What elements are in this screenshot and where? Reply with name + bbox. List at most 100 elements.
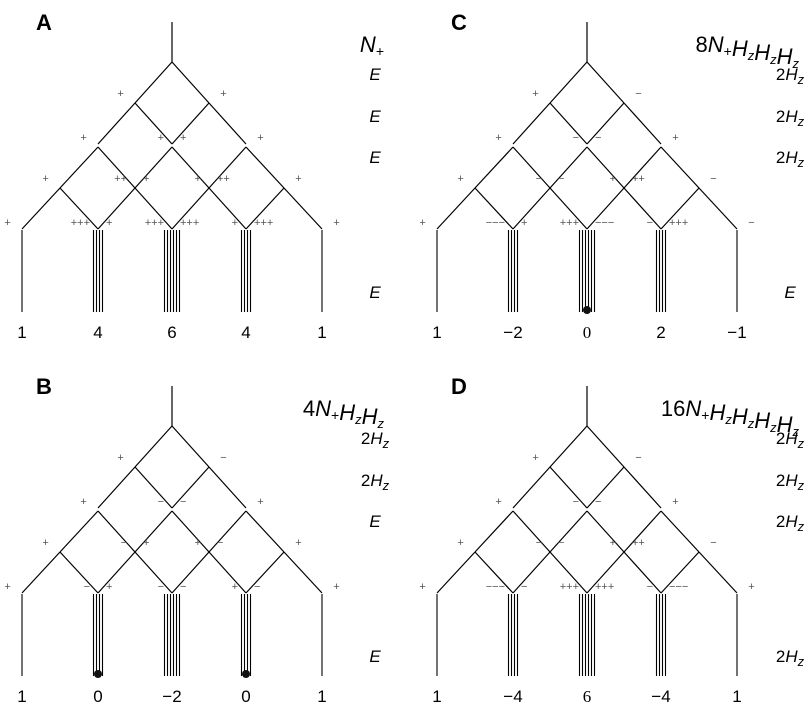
sign-label: − bbox=[558, 537, 564, 549]
branch-line bbox=[208, 466, 247, 509]
row-label: 2Hz bbox=[776, 148, 805, 170]
branch-line bbox=[134, 425, 173, 468]
branch-line bbox=[474, 146, 514, 189]
row-label: 2Hz bbox=[361, 471, 390, 493]
sign-label: − bbox=[217, 537, 223, 549]
branch-line bbox=[436, 187, 476, 230]
branch-line bbox=[623, 551, 662, 594]
sign-label: − bbox=[710, 173, 716, 185]
branch-line bbox=[21, 551, 61, 594]
operator-label: N+ bbox=[360, 32, 384, 59]
row-label: 2Hz bbox=[361, 429, 390, 451]
branch-line bbox=[549, 466, 588, 509]
branch-line bbox=[698, 187, 738, 230]
bottom-value: 1 bbox=[317, 687, 326, 706]
branch-line bbox=[21, 187, 61, 230]
row-label: E bbox=[369, 283, 381, 302]
bottom-value: 0 bbox=[583, 323, 592, 342]
row-label: E bbox=[369, 148, 381, 167]
bottom-value: 1 bbox=[432, 323, 441, 342]
branch-line bbox=[171, 466, 210, 509]
sign-label: + bbox=[117, 452, 123, 464]
row-label: E bbox=[369, 512, 381, 531]
branch-line bbox=[660, 510, 700, 553]
sign-label: + bbox=[521, 217, 527, 229]
branch-line bbox=[134, 510, 173, 553]
sign-label: + bbox=[180, 132, 186, 144]
sign-label: + bbox=[195, 537, 201, 549]
branch-line bbox=[59, 510, 99, 553]
operator-label: 16N+HzHzHzHz bbox=[661, 396, 800, 439]
sign-label: + bbox=[495, 496, 501, 508]
bottom-value: 4 bbox=[93, 323, 102, 342]
sign-label: ++ bbox=[632, 173, 645, 185]
sign-label: +++ bbox=[560, 581, 579, 593]
branch-line bbox=[171, 146, 210, 189]
sign-label: + bbox=[42, 173, 48, 185]
sign-label: +++ bbox=[145, 217, 164, 229]
operator-label: 4N+HzHz bbox=[303, 396, 385, 431]
branch-line bbox=[208, 510, 247, 553]
sign-label: − bbox=[158, 581, 164, 593]
row-label: E bbox=[369, 107, 381, 126]
branch-line bbox=[171, 187, 210, 230]
sign-label: + bbox=[80, 496, 86, 508]
bottom-value: 1 bbox=[432, 687, 441, 706]
sign-label: − bbox=[121, 537, 127, 549]
sign-label: + bbox=[532, 88, 538, 100]
branch-line bbox=[208, 146, 247, 189]
branch-line bbox=[97, 551, 136, 594]
sign-label: + bbox=[610, 173, 616, 185]
bottom-value: 6 bbox=[583, 687, 592, 706]
branch-line bbox=[586, 102, 625, 145]
branch-line bbox=[436, 551, 476, 594]
branch-line bbox=[512, 146, 551, 189]
sign-label: + bbox=[419, 217, 425, 229]
branch-line bbox=[549, 510, 588, 553]
branch-line bbox=[97, 466, 136, 509]
sign-label: +++ bbox=[254, 217, 273, 229]
panel-letter: B bbox=[36, 374, 52, 399]
terminal-dot bbox=[94, 670, 102, 678]
sign-label: +++ bbox=[71, 217, 90, 229]
branch-line bbox=[512, 102, 551, 145]
bottom-value: 1 bbox=[732, 687, 741, 706]
branch-line bbox=[97, 510, 136, 553]
sign-label: +++ bbox=[595, 581, 614, 593]
bottom-value: 4 bbox=[241, 323, 250, 342]
bottom-value: −4 bbox=[503, 687, 522, 706]
branch-line bbox=[97, 187, 136, 230]
sign-label: + bbox=[4, 581, 10, 593]
branch-line bbox=[171, 61, 210, 104]
sign-label: − bbox=[573, 496, 579, 508]
sign-label: + bbox=[143, 173, 149, 185]
sign-label: − bbox=[558, 173, 564, 185]
branch-line bbox=[283, 187, 323, 230]
branch-line bbox=[97, 102, 136, 145]
branch-line bbox=[283, 551, 323, 594]
sign-label: + bbox=[257, 496, 263, 508]
branch-line bbox=[549, 425, 588, 468]
row-label: E bbox=[369, 65, 381, 84]
sign-label: + bbox=[117, 88, 123, 100]
bottom-value: 0 bbox=[93, 687, 102, 706]
sign-label: + bbox=[457, 173, 463, 185]
branch-line bbox=[245, 146, 285, 189]
sign-label: + bbox=[195, 173, 201, 185]
branch-line bbox=[134, 187, 173, 230]
branch-line bbox=[134, 102, 173, 145]
sign-label: + bbox=[495, 132, 501, 144]
sign-label: − bbox=[254, 581, 260, 593]
branch-line bbox=[134, 551, 173, 594]
sign-label: + bbox=[610, 537, 616, 549]
branch-line bbox=[512, 510, 551, 553]
sign-label: + bbox=[333, 581, 339, 593]
bottom-value: −2 bbox=[503, 323, 522, 342]
sign-label: + bbox=[457, 537, 463, 549]
sign-label: +++ bbox=[560, 217, 579, 229]
branch-line bbox=[623, 102, 662, 145]
row-label: 2Hz bbox=[776, 107, 805, 129]
sign-label: + bbox=[257, 132, 263, 144]
